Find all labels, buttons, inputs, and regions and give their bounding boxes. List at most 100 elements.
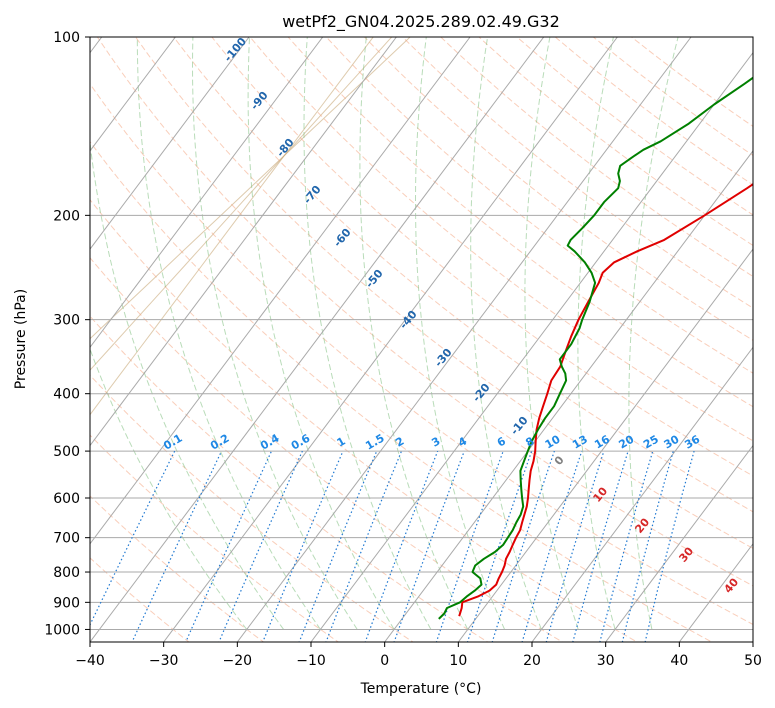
background-lines: [90, 37, 753, 642]
isotherm-line: [90, 37, 176, 152]
isotherm-line: [310, 51, 753, 642]
y-tick-label: 900: [53, 595, 80, 611]
mixing-ratio-line: [545, 450, 605, 642]
axes: −40 −30 −20 −10 0 10 20 30 40 5010020030040050060…: [44, 30, 762, 669]
dry-adiabat-line: [134, 37, 753, 549]
mixing-ratio-label: 10: [543, 432, 563, 451]
mixing-ratio-label: 0.6: [289, 431, 313, 452]
mixing-ratio-label: 2: [393, 435, 406, 450]
mixing-ratio-line: [393, 450, 465, 642]
plot-frame: [89, 36, 754, 643]
mixing-ratio-line: [90, 450, 176, 627]
dry-adiabat-label: -50: [363, 267, 386, 291]
x-tick-label: 40: [670, 653, 688, 669]
dry-adiabat-label: -10: [508, 414, 531, 438]
mixing-ratio-line: [599, 450, 654, 642]
dry-adiabat-line: [363, 37, 753, 341]
y-tick-label: 600: [53, 491, 80, 507]
mixing-ratio-line: [364, 450, 439, 642]
dry-adiabat-label: -80: [274, 136, 297, 160]
isotherm-line: [236, 37, 692, 642]
mixing-ratio-label: 0.4: [258, 431, 282, 452]
mixing-ratio-line: [621, 450, 674, 642]
isotherm-line: [384, 150, 753, 642]
mixing-ratio-label: 1.5: [363, 432, 386, 453]
mixing-ratio-label: 36: [682, 432, 702, 451]
moist-adiabat-line: [191, 37, 358, 630]
x-tick-label: −20: [223, 653, 253, 669]
isotherm-line: [457, 248, 753, 642]
x-tick-label: −10: [296, 653, 326, 669]
dry-adiabat-line: [401, 37, 753, 309]
line-labels: 0.1 0.2 0.4 0.6 1 1.5 2 3 4 6 8 10 13 16 20 25 30 36-100-…: [161, 35, 741, 596]
dry-adiabat-line: [90, 495, 265, 642]
dry-adiabat-line: [90, 83, 753, 626]
x-tick-label: 20: [523, 653, 541, 669]
moist-adiabat-line: [136, 37, 321, 630]
chart-title: wetPf2_GN04.2025.289.02.49.G32: [282, 12, 560, 32]
isotherm-line: [90, 37, 397, 447]
mixing-ratio-label: 30: [662, 432, 682, 451]
isotherm-line: [605, 444, 753, 642]
y-axis-label: Pressure (hPa): [13, 289, 29, 389]
x-tick-label: 30: [597, 653, 615, 669]
dry-adiabat-line: [90, 140, 713, 642]
moist-adiabat-line: [414, 37, 506, 630]
y-tick-label: 100: [53, 30, 80, 46]
moist-adiabat-line: [90, 347, 248, 630]
dry-adiabat-label: 0: [552, 453, 567, 467]
y-tick-label: 800: [53, 565, 80, 581]
mixing-ratio-line: [262, 450, 344, 642]
mixing-ratio-label: 25: [641, 433, 661, 452]
surface-curve: [90, 37, 374, 416]
y-tick-label: 700: [53, 531, 80, 547]
x-tick-label: −40: [75, 653, 105, 669]
mixing-ratio-line: [131, 450, 223, 642]
mixing-ratio-label: 13: [570, 433, 590, 452]
x-axis-label: Temperature (°C): [360, 681, 482, 697]
dry-adiabat-line: [90, 374, 414, 642]
dry-adiabat-label: -100: [221, 35, 249, 65]
isotherm-line: [531, 346, 753, 642]
x-tick-label: 10: [449, 653, 467, 669]
dry-adiabat-line: [90, 257, 564, 642]
surface-curve: [90, 37, 411, 340]
surface-curve: [90, 37, 393, 371]
y-tick-label: 500: [53, 444, 80, 460]
dry-adiabat-line: [554, 37, 753, 186]
mixing-ratio-label: 0.2: [208, 432, 231, 453]
moist-adiabat-line: [524, 37, 579, 630]
dry-adiabat-label: -90: [248, 89, 271, 113]
dry-adiabat-line: [90, 434, 340, 642]
profile-lines: [438, 76, 753, 620]
x-tick-label: −30: [149, 653, 179, 669]
mixing-ratio-line: [325, 450, 403, 642]
mixing-ratio-label: 4: [456, 434, 469, 449]
mixing-ratio-label: 6: [495, 434, 508, 449]
moist-adiabat-line: [247, 37, 395, 630]
dry-adiabat-line: [211, 37, 753, 477]
y-tick-label: 300: [53, 313, 80, 329]
dry-adiabat-line: [478, 37, 753, 246]
isotherm-line: [90, 37, 324, 349]
dry-adiabat-label: -20: [470, 381, 493, 405]
mixing-ratio-line: [521, 450, 583, 642]
mixing-ratio-line: [185, 450, 273, 642]
dry-adiabat-line: [249, 37, 753, 442]
dewpoint-profile-line: [438, 76, 753, 620]
isotherm-line: [90, 37, 250, 250]
x-tick-label: 50: [744, 653, 762, 669]
mixing-ratio-line: [644, 450, 695, 642]
dry-adiabat-label: -30: [432, 346, 455, 370]
mixing-ratio-label: 20: [616, 432, 636, 451]
mixing-ratio-line: [218, 450, 303, 642]
y-tick-label: 400: [53, 387, 80, 403]
isotherm-line: [752, 641, 753, 642]
y-tick-label: 1000: [44, 622, 80, 638]
y-tick-label: 200: [53, 208, 80, 224]
dry-adiabat-line: [96, 37, 753, 587]
moist-adiabat-line: [303, 37, 432, 630]
dry-adiabat-line: [516, 37, 753, 216]
dry-adiabat-label: -40: [397, 308, 420, 332]
dry-adiabat-line: [592, 37, 753, 156]
